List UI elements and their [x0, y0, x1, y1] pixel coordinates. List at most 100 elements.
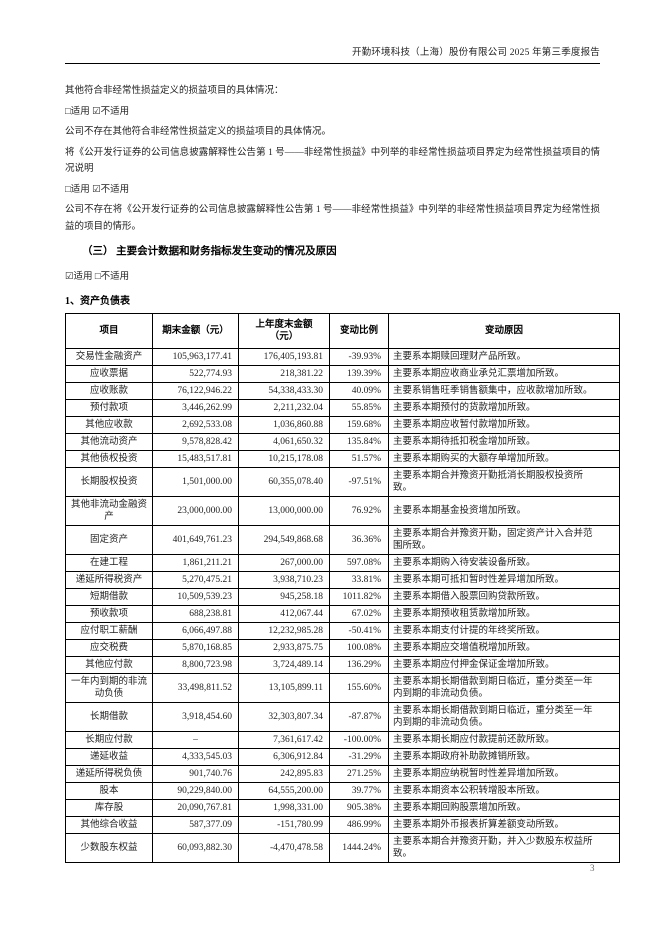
cell-current: 6,066,497.88 — [152, 621, 239, 640]
cell-prev: 945,258.18 — [238, 587, 330, 606]
cell-prev: 6,306,912.84 — [238, 747, 330, 766]
cell-prev: 13,105,899.11 — [238, 672, 330, 703]
cell-ratio: 486.99% — [329, 815, 389, 834]
cell-item: 其他流动资产 — [65, 432, 153, 451]
cell-prev: 176,405,193.81 — [238, 347, 330, 366]
cell-item: 应付职工薪酬 — [65, 621, 153, 640]
cell-ratio: -97.51% — [329, 466, 389, 497]
cell-current: 4,333,545.03 — [152, 747, 239, 766]
cell-current: 5,870,168.85 — [152, 638, 239, 657]
cell-item: 短期借款 — [65, 587, 153, 606]
document-header-title: 开勤环境科技（上海）股份有限公司 2025 年第三季度报告 — [351, 48, 600, 58]
table-row: 递延收益 4,333,545.03 6,306,912.84 -31.29% 主要系本期… — [65, 747, 620, 766]
cell-reason: 主要系本期回购股票增加所致。 — [388, 798, 620, 817]
cell-reason: 主要系本期外币报表折算差额变动所致。 — [388, 815, 620, 834]
table-row: 应收票据 522,774.93 218,381.22 139.39% 主要系本期应收商业… — [65, 364, 620, 383]
cell-current: – — [152, 730, 239, 749]
cell-ratio: 139.39% — [329, 364, 389, 383]
cell-ratio: -31.29% — [329, 747, 389, 766]
cell-current: 15,483,517.81 — [152, 449, 239, 468]
cell-ratio: 597.08% — [329, 553, 389, 572]
cell-item: 一年内到期的非流动负债 — [65, 672, 153, 703]
balance-sheet-table: 项目 期末金额（元） 上年度末金额 （元） 变动比例 变动原因 交易性金融资产 1… — [65, 312, 620, 863]
cell-current: 8,800,723.98 — [152, 655, 239, 674]
cell-reason: 主要系销售旺季销售额集中，应收款增加所致。 — [388, 381, 620, 400]
cell-item: 库存股 — [65, 798, 153, 817]
cell-ratio: 1011.82% — [329, 587, 389, 606]
paragraph-other-gains-intro: 其他符合非经常性损益定义的损益项目的具体情况： — [65, 86, 284, 96]
table-row: 其他流动资产 9,578,828.42 4,061,650.32 135.84% 主要系… — [65, 432, 620, 451]
table-row: 股本 90,229,840.00 64,555,200.00 39.77% 主要系本期资… — [65, 781, 620, 800]
cell-reason: 主要系本期应收暂付款增加所致。 — [388, 415, 620, 434]
cell-prev: 267,000.00 — [238, 553, 330, 572]
cell-prev: 4,061,650.32 — [238, 432, 330, 451]
cell-item: 交易性金融资产 — [65, 347, 153, 366]
cell-prev: 294,549,868.68 — [238, 524, 330, 555]
cell-current: 688,238.81 — [152, 604, 239, 623]
column-header-change-ratio: 变动比例 — [329, 312, 389, 349]
cell-reason: 主要系本期合并豫资开勤抵消长期股权投资所致。 — [388, 466, 620, 497]
table-row: 递延所得税资产 5,270,475.21 3,938,710.23 33.81% 主要系… — [65, 570, 620, 589]
cell-item: 其他非流动金融资产 — [65, 495, 153, 526]
header-divider — [65, 63, 600, 64]
cell-current: 23,000,000.00 — [152, 495, 239, 526]
cell-item: 长期借款 — [65, 701, 153, 732]
cell-item: 其他应付款 — [65, 655, 153, 674]
table-row: 递延所得税负债 901,740.76 242,895.83 271.25% 主要系本期应… — [65, 764, 620, 783]
cell-prev: 54,338,433.30 — [238, 381, 330, 400]
table-row: 预付款项 3,446,262.99 2,211,232.04 55.85% 主要系本期预… — [65, 398, 620, 417]
cell-reason: 主要系本期长期借款到期日临近，重分类至一年内到期的非流动负债。 — [388, 672, 620, 703]
cell-ratio: 136.29% — [329, 655, 389, 674]
cell-current: 3,446,262.99 — [152, 398, 239, 417]
checkbox-line-applicable-1: □适用 ☑不适用 — [65, 106, 130, 117]
cell-reason: 主要系本期预收租赁款增加所致。 — [388, 604, 620, 623]
cell-current: 5,270,475.21 — [152, 570, 239, 589]
cell-reason: 主要系本期长期应付款提前还款所致。 — [388, 730, 620, 749]
cell-current: 1,501,000.00 — [152, 466, 239, 497]
cell-item: 递延所得税负债 — [65, 764, 153, 783]
cell-current: 3,918,454.60 — [152, 701, 239, 732]
cell-current: 522,774.93 — [152, 364, 239, 383]
cell-reason: 主要系本期待抵扣税金增加所致。 — [388, 432, 620, 451]
table-row: 其他债权投资 15,483,517.81 10,215,178.08 51.57% 主要… — [65, 449, 620, 468]
cell-ratio: 51.57% — [329, 449, 389, 468]
table-row: 在建工程 1,861,211.21 267,000.00 597.08% 主要系本期购入… — [65, 553, 620, 572]
cell-prev: 412,067.44 — [238, 604, 330, 623]
table-row: 长期应付款 –7,361,617.42 -100.00% 主要系本期长期应付款提前还款… — [65, 730, 620, 749]
cell-prev: 60,355,078.40 — [238, 466, 330, 497]
cell-item: 递延收益 — [65, 747, 153, 766]
table-row: 其他应收款 2,692,533.08 1,036,860.88 159.68% 主要系本… — [65, 415, 620, 434]
cell-current: 401,649,761.23 — [152, 524, 239, 555]
cell-item: 少数股东权益 — [65, 832, 153, 863]
cell-item: 固定资产 — [65, 524, 153, 555]
cell-reason: 主要系本期赎回理财产品所致。 — [388, 347, 620, 366]
cell-item: 预付款项 — [65, 398, 153, 417]
table-header-row: 项目 期末金额（元） 上年度末金额 （元） 变动比例 变动原因 — [65, 312, 620, 349]
cell-prev: 12,232,985.28 — [238, 621, 330, 640]
cell-ratio: 67.02% — [329, 604, 389, 623]
cell-current: 105,963,177.41 — [152, 347, 239, 366]
table-row: 应付职工薪酬 6,066,497.88 12,232,985.28 -50.41% 主要… — [65, 621, 620, 640]
table-row: 其他综合收益 587,377.09 -151,780.99 486.99% 主要系本期外… — [65, 815, 620, 834]
cell-current: 90,229,840.00 — [152, 781, 239, 800]
checkbox-line-applicable-2: □适用 ☑不适用 — [65, 184, 130, 195]
table-row: 应收账款 76,122,946.22 54,338,433.30 40.09% 主要系销… — [65, 381, 620, 400]
cell-item: 在建工程 — [65, 553, 153, 572]
cell-item: 应收账款 — [65, 381, 153, 400]
cell-reason: 主要系本期应交增值税增加所致。 — [388, 638, 620, 657]
balance-sheet-header: 项目 期末金额（元） 上年度末金额 （元） 变动比例 变动原因 — [65, 312, 620, 349]
cell-reason: 主要系本期借入股票回购贷款所致。 — [388, 587, 620, 606]
cell-current: 60,093,882.30 — [152, 832, 239, 863]
cell-item: 预收款项 — [65, 604, 153, 623]
cell-current: 10,509,539.23 — [152, 587, 239, 606]
cell-reason: 主要系本期购入待安装设备所致。 — [388, 553, 620, 572]
cell-reason: 主要系本期支付计提的年终奖所致。 — [388, 621, 620, 640]
cell-prev: 32,303,807.34 — [238, 701, 330, 732]
cell-reason: 主要系本期应付押金保证金增加所致。 — [388, 655, 620, 674]
cell-prev: 10,215,178.08 — [238, 449, 330, 468]
cell-item: 递延所得税资产 — [65, 570, 153, 589]
cell-current: 76,122,946.22 — [152, 381, 239, 400]
cell-reason: 主要系本期购买的大额存单增加所致。 — [388, 449, 620, 468]
table-row: 预收款项 688,238.81 412,067.44 67.02% 主要系本期预收租赁款… — [65, 604, 620, 623]
cell-current: 9,578,828.42 — [152, 432, 239, 451]
